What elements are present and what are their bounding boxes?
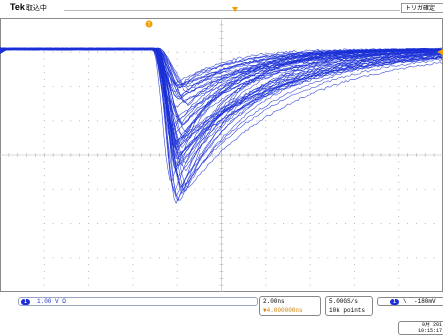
timebase-readout[interactable]: 2.00ns ▼4.000000ns xyxy=(259,296,321,316)
trigger-source-badge: 1 xyxy=(390,299,399,305)
trigger-readout[interactable]: 1 \ -180mV xyxy=(377,297,443,306)
ch1-ground-marker-icon[interactable] xyxy=(0,47,6,54)
graticule-grid xyxy=(43,51,435,286)
ch1-readout[interactable]: 1 1.00 V Ω xyxy=(18,297,258,306)
horizontal-position: ▼4.000000ns xyxy=(263,307,303,314)
trigger-position-icon[interactable] xyxy=(232,7,238,12)
trigger-point-marker-icon[interactable]: T xyxy=(145,20,153,29)
date-time-readout: 9月 201 10:15:17 xyxy=(398,321,443,335)
time: 10:15:17 xyxy=(417,328,442,334)
ch1-badge: 1 xyxy=(21,299,30,305)
waveform-trace xyxy=(0,47,443,127)
svg-text:T: T xyxy=(147,22,150,28)
waveform-trace xyxy=(0,47,443,187)
acquisition-readout[interactable]: 5.00GS/s 10k points xyxy=(325,296,373,316)
waveform-display[interactable]: T xyxy=(0,18,443,292)
ch1-coupling-icon: Ω xyxy=(62,298,66,305)
time-per-div: 2.00ns xyxy=(263,298,285,305)
bottom-readout-bar: 1 1.00 V Ω 2.00ns ▼4.000000ns 5.00GS/s 1… xyxy=(0,292,443,336)
trigger-level-marker-icon[interactable] xyxy=(437,49,443,55)
trigger-level: -180mV xyxy=(414,298,436,305)
record-length: 10k points xyxy=(329,307,366,314)
trigger-slope-icon: \ xyxy=(403,298,407,305)
waveform-graticule[interactable]: T xyxy=(0,18,443,292)
brand-text: Tek xyxy=(10,2,25,12)
top-status-bar: Tek取込中 トリガ確定 xyxy=(0,0,443,16)
date: 9月 201 xyxy=(421,322,442,328)
waveform-trace xyxy=(0,47,443,189)
waveform-trace xyxy=(0,47,443,109)
sample-rate: 5.00GS/s xyxy=(329,298,358,305)
waveform-traces xyxy=(0,47,443,204)
trigger-status-label: トリガ確定 xyxy=(401,3,443,13)
waveform-trace xyxy=(0,47,443,188)
ch1-scale-readout: 1.00 V Ω xyxy=(37,298,66,306)
acquisition-state: 取込中 xyxy=(25,5,47,12)
waveform-trace xyxy=(0,47,443,125)
ch1-scale-value: 1.00 V xyxy=(37,298,59,305)
brand-logo: Tek取込中 xyxy=(10,2,47,14)
